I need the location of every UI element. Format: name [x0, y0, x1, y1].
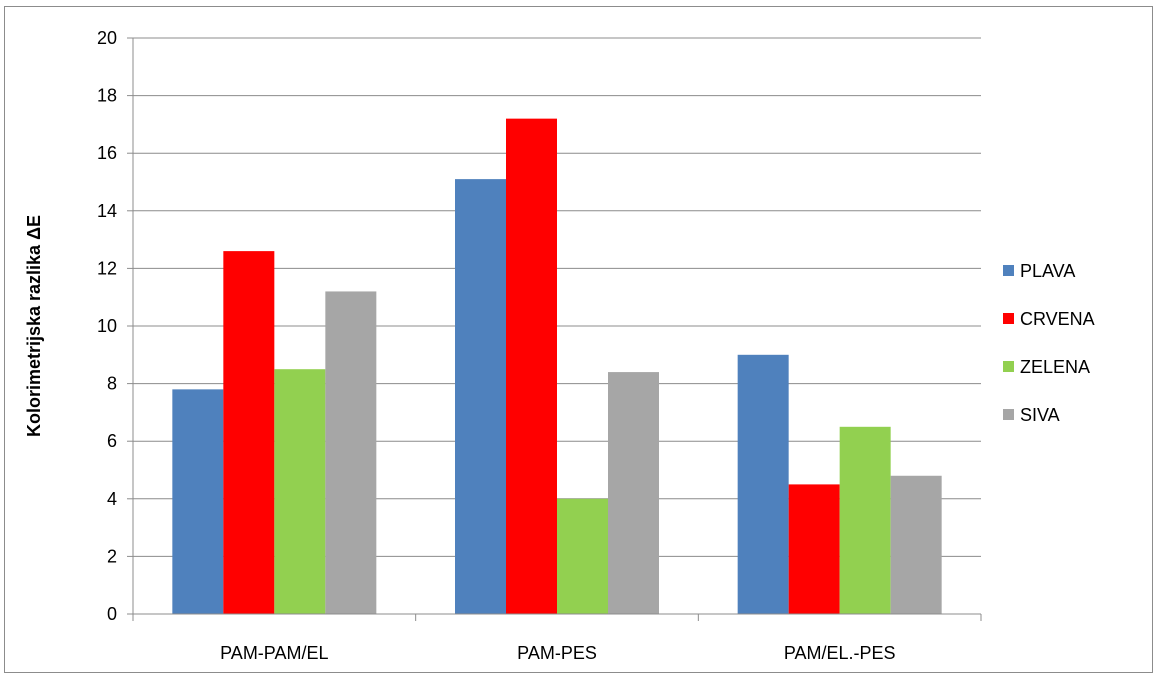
bar-plava-2 — [737, 354, 789, 614]
bar-siva-1 — [608, 372, 659, 614]
legend-label-siva: SIVA — [1020, 405, 1060, 425]
y-tick-labels: 0 2 4 6 8 10 12 14 16 18 20 — [97, 28, 117, 624]
bars-group — [172, 118, 942, 614]
bar-zelena-1 — [557, 498, 608, 614]
y-tick-label: 16 — [97, 143, 117, 163]
bar-crvena-0 — [223, 251, 275, 614]
y-tick-label: 4 — [107, 489, 117, 509]
legend-swatch-crvena — [1003, 313, 1014, 324]
x-tick-label: PAM/EL.-PES — [784, 643, 896, 663]
y-tick-label: 8 — [107, 374, 117, 394]
y-tick-label: 10 — [97, 316, 117, 336]
y-tick-label: 0 — [107, 604, 117, 624]
y-tick-label: 18 — [97, 86, 117, 106]
y-axis-title: Kolorimetrijska razlika ΔE — [24, 215, 44, 437]
y-tick-label: 20 — [97, 28, 117, 48]
bar-plava-0 — [172, 389, 224, 614]
axes — [127, 37, 982, 621]
bar-zelena-0 — [274, 369, 326, 614]
bar-siva-2 — [890, 475, 942, 614]
legend-label-crvena: CRVENA — [1020, 309, 1095, 329]
y-tick-label: 2 — [107, 546, 117, 566]
y-tick-label: 6 — [107, 431, 117, 451]
legend-label-zelena: ZELENA — [1020, 357, 1090, 377]
legend-label-plava: PLAVA — [1020, 261, 1075, 281]
x-tick-label: PAM-PAM/EL — [220, 643, 328, 663]
y-tick-label: 14 — [97, 201, 117, 221]
legend-swatch-plava — [1003, 265, 1014, 276]
x-tick-label: PAM-PES — [517, 643, 597, 663]
x-tick-labels: PAM-PAM/EL PAM-PES PAM/EL.-PES — [220, 643, 895, 663]
legend-swatch-zelena — [1003, 361, 1014, 372]
bar-crvena-2 — [788, 484, 840, 614]
bar-zelena-2 — [839, 426, 891, 614]
bar-siva-0 — [325, 291, 377, 614]
y-tick-label: 12 — [97, 258, 117, 278]
legend-swatch-siva — [1003, 409, 1014, 420]
bar-crvena-1 — [506, 118, 557, 614]
legend: PLAVA CRVENA ZELENA SIVA — [1003, 261, 1095, 425]
bar-plava-1 — [455, 179, 506, 614]
